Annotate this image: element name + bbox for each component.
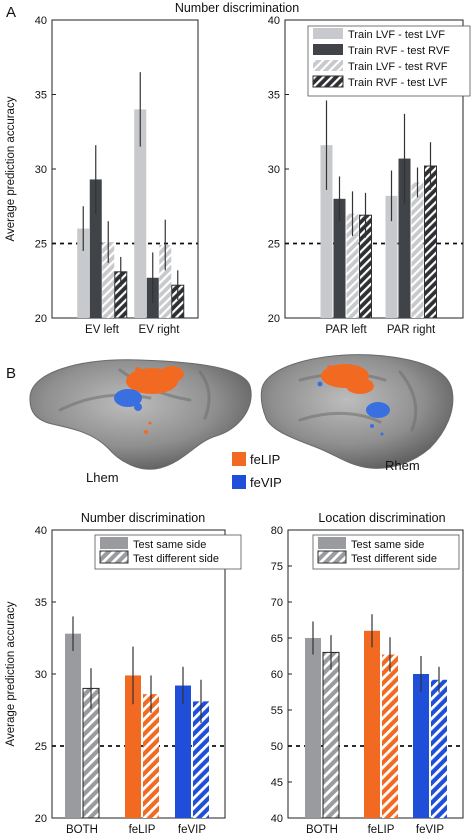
bar: [413, 674, 429, 818]
legend-label: Train LVF - test RVF: [348, 61, 448, 73]
bar: [175, 685, 191, 818]
x-tick-label: EV left: [85, 324, 120, 336]
chart-title: Number discrimination: [175, 1, 299, 15]
legend-label-felip: feLIP: [250, 452, 280, 467]
y-tick-label: 35: [35, 90, 47, 102]
left-felip-blob: [126, 366, 184, 434]
legend-swatch: [317, 550, 347, 564]
left-fevip-blob: [114, 389, 142, 411]
brain-figure: Lhem Rhem feLIP feVIP: [29, 354, 454, 490]
panel-label-b: B: [6, 365, 16, 382]
y-tick-label: 35: [35, 597, 47, 609]
right-hemisphere: [260, 354, 454, 469]
legend-label: Test different side: [351, 553, 437, 565]
legend-swatch: [313, 60, 343, 71]
x-tick-label: feVIP: [178, 824, 206, 836]
y-tick-label: 40: [35, 525, 47, 537]
bar: [364, 630, 380, 818]
y-tick-label: 25: [35, 239, 47, 251]
bar: [322, 651, 340, 819]
left-hemisphere: [29, 359, 252, 470]
legend-swatch: [318, 537, 346, 549]
chart-b_left: 20 25 30 35 40 Number discrimination Average p…: [5, 511, 242, 836]
bar: [382, 654, 398, 818]
x-tick-label: EV right: [139, 324, 181, 336]
x-tick-label: feLIP: [368, 824, 395, 836]
legend-swatch: [100, 537, 128, 549]
panel-label-a: A: [6, 4, 16, 21]
legend-label: Train RVF - test LVF: [348, 77, 448, 89]
lhem-label: Lhem: [86, 470, 119, 485]
y-tick-label: 75: [271, 561, 283, 573]
legend-swatch: [313, 28, 343, 39]
bar: [398, 158, 411, 318]
bar: [134, 109, 147, 319]
right-fevip-blob: [317, 381, 390, 436]
legend-label-fevip: feVIP: [250, 475, 282, 490]
rhem-label: Rhem: [385, 458, 420, 473]
y-tick-label: 45: [271, 777, 283, 789]
y-tick-label: 35: [268, 90, 280, 102]
bar: [320, 145, 333, 318]
y-tick-label: 30: [35, 164, 47, 176]
bar: [346, 213, 359, 318]
legend-label: Test same side: [351, 539, 424, 551]
legend-swatch: [99, 550, 129, 564]
y-tick-label: 25: [35, 741, 47, 753]
legend-label: Train RVF - test RVF: [348, 45, 450, 57]
y-tick-label: 20: [268, 313, 280, 325]
bar: [125, 675, 141, 818]
y-tick-label: 40: [271, 813, 283, 825]
x-tick-label: BOTH: [306, 824, 338, 836]
y-tick-label: 65: [271, 633, 283, 645]
y-tick-label: 30: [35, 669, 47, 681]
bar: [143, 694, 159, 818]
x-tick-label: PAR right: [387, 324, 436, 336]
bar: [89, 179, 102, 318]
bar: [305, 638, 321, 818]
y-tick-label: 25: [268, 239, 280, 251]
y-tick-label: 80: [271, 525, 283, 537]
bar: [431, 679, 447, 818]
x-tick-label: PAR left: [325, 324, 367, 336]
bar: [102, 242, 115, 318]
bar: [193, 701, 209, 818]
legend-label: Train LVF - test LVF: [348, 29, 445, 41]
chart-title: Number discrimination: [81, 511, 205, 525]
y-axis-label: Average prediction accuracy: [5, 601, 17, 746]
y-axis-label: Average prediction accuracy: [5, 96, 17, 241]
bar: [65, 633, 81, 818]
y-tick-label: 40: [268, 15, 280, 27]
chart-title: Location discrimination: [318, 511, 445, 525]
y-tick-label: 70: [271, 597, 283, 609]
y-tick-label: 50: [271, 741, 283, 753]
bar: [333, 198, 346, 318]
chart-b_right: 40 45 50 55 60 65 70 75 80 Location discriminatio…: [271, 511, 464, 836]
bar: [159, 244, 172, 318]
legend-swatch-felip: [232, 452, 246, 466]
y-tick-label: 20: [35, 813, 47, 825]
legend-label: Test different side: [133, 553, 219, 565]
x-tick-label: feVIP: [416, 824, 444, 836]
x-tick-label: feLIP: [129, 824, 156, 836]
bar: [77, 228, 90, 318]
legend-swatch: [312, 75, 344, 88]
y-tick-label: 30: [268, 164, 280, 176]
legend-swatch-fevip: [232, 475, 246, 489]
y-tick-label: 20: [35, 313, 47, 325]
right-felip-blob: [321, 364, 374, 394]
bar: [385, 195, 398, 318]
chart-a_right: 20 25 30 35 40 PAR left PAR right Train LVF - t…: [268, 15, 471, 336]
bar: [411, 182, 424, 318]
legend-swatch: [313, 44, 343, 55]
legend-label: Test same side: [133, 539, 206, 551]
x-tick-label: BOTH: [66, 824, 98, 836]
y-tick-label: 40: [35, 15, 47, 27]
y-tick-label: 55: [271, 705, 283, 717]
y-tick-label: 60: [271, 669, 283, 681]
